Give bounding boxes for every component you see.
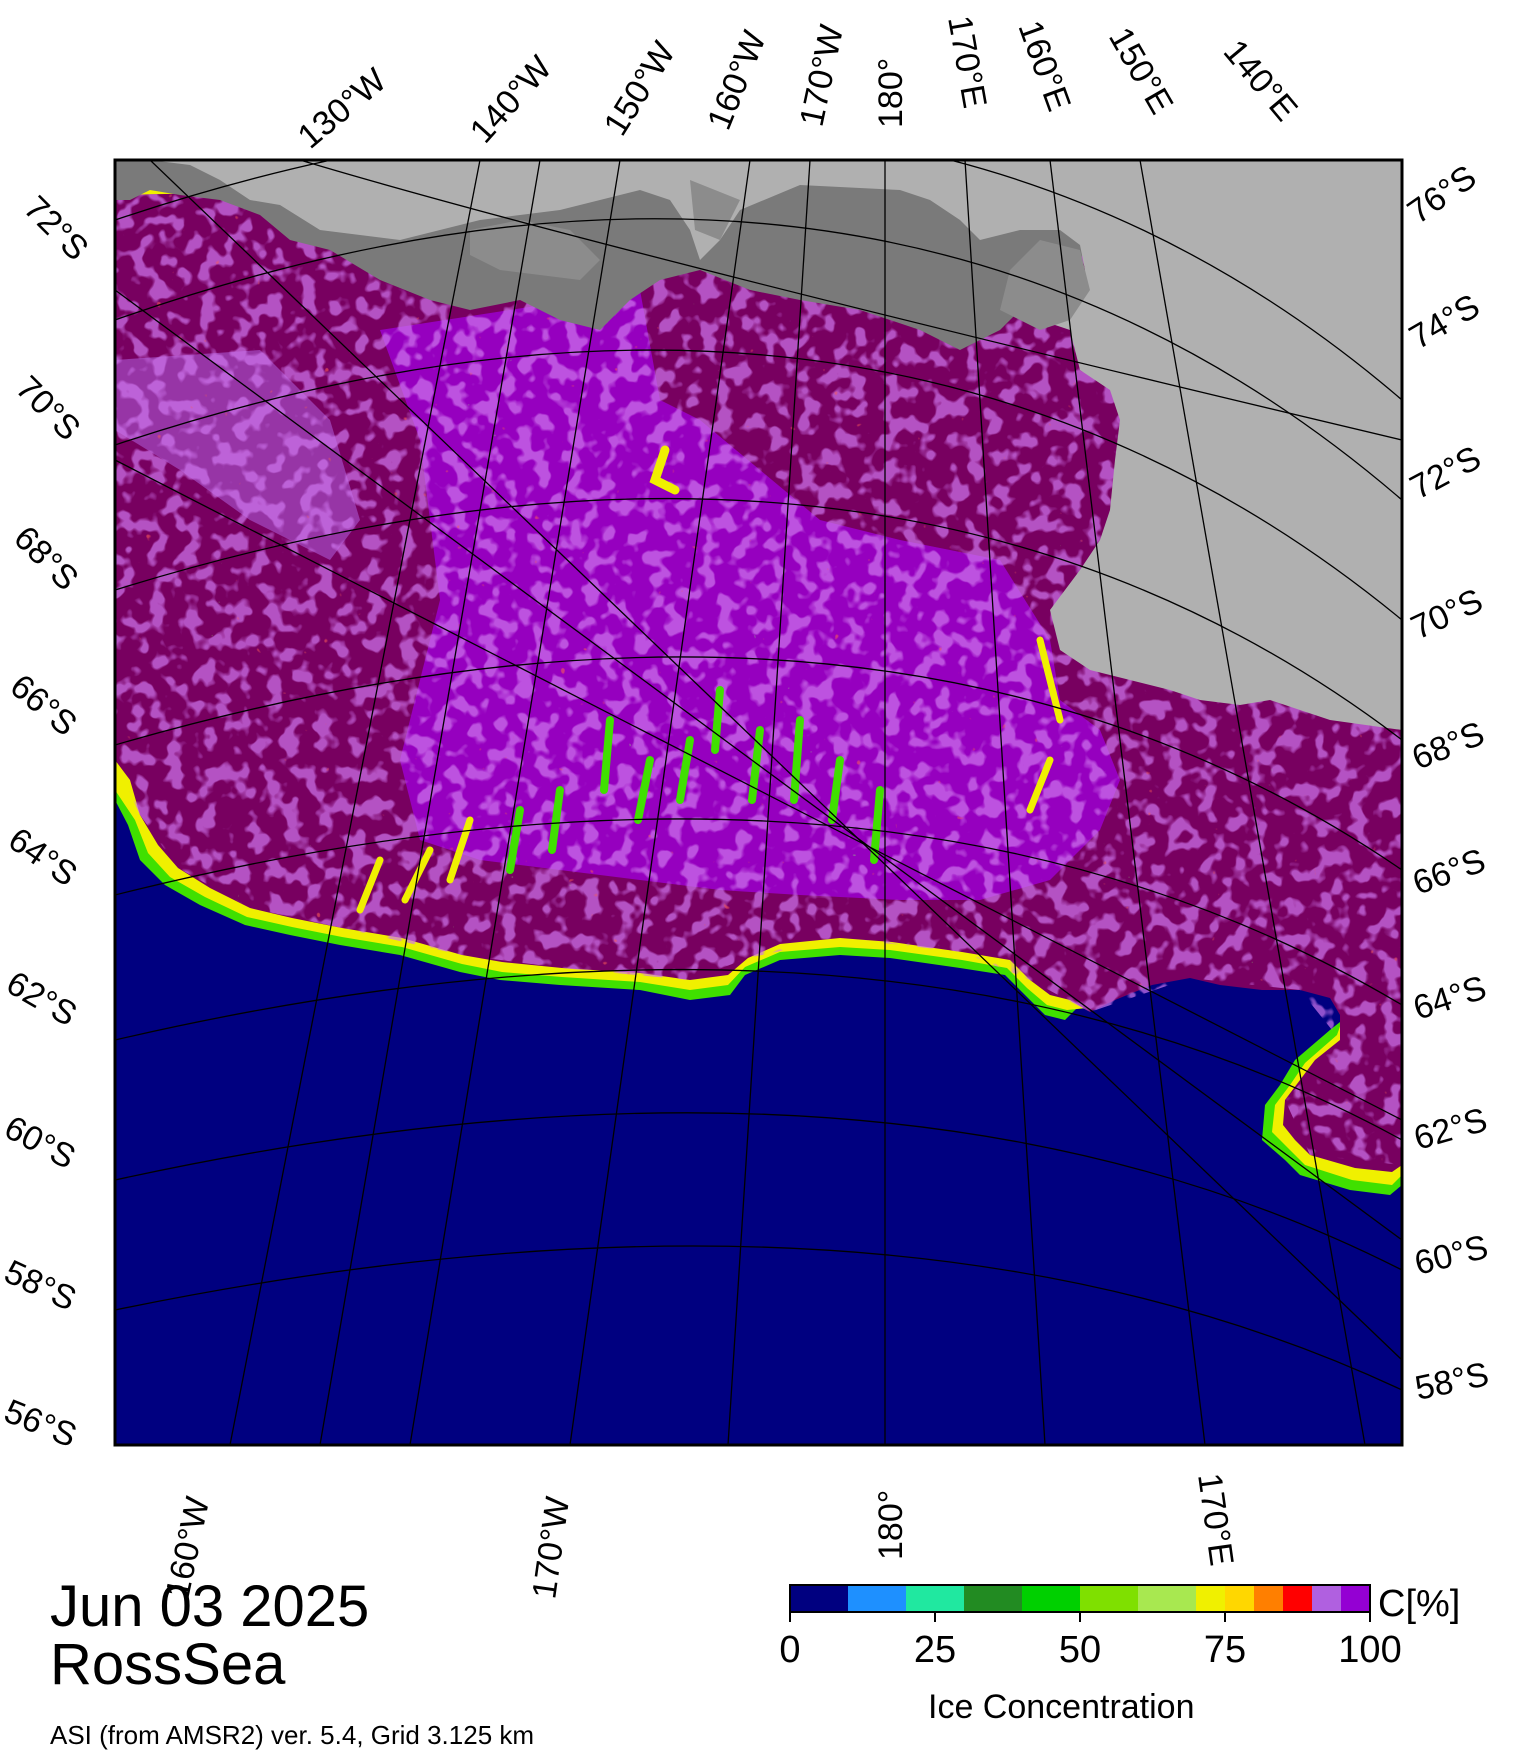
lat-label: 60°S [0,1109,82,1177]
legend-bin [1022,1585,1080,1612]
date-label: Jun 03 2025 [50,1574,370,1639]
lon-label: 170°W [793,22,851,130]
lon-label: 170°W [525,1494,577,1601]
legend-bin [1254,1585,1283,1612]
legend-bin [1341,1585,1370,1612]
lat-label: 64°S [1,820,83,894]
legend-bin [906,1585,964,1612]
lon-labels-top: 130°W 140°W 150°W 160°W 170°W 180° 170°E… [291,13,1305,156]
lon-label: 180° [872,1490,910,1560]
map-image [115,160,1402,1445]
lat-label: 66°S [1408,841,1491,902]
legend-bin [848,1585,906,1612]
lon-label: 140°E [1216,33,1305,129]
lat-label: 72°S [16,189,95,268]
lat-label: 64°S [1409,969,1491,1028]
land [150,160,1402,730]
lat-label: 56°S [0,1392,82,1455]
lat-label: 58°S [1412,1355,1492,1408]
legend-bin [964,1585,1022,1612]
lat-labels-right: 76°S 74°S 72°S 70°S 68°S 66°S 64°S 62°S … [1401,158,1492,1408]
lon-label: 150°E [1101,21,1180,121]
source-label: ASI (from AMSR2) ver. 5.4, Grid 3.125 km [50,1720,535,1750]
legend-tick-label: 0 [779,1629,800,1671]
lat-label: 70°S [1405,581,1488,647]
legend-bin [1080,1585,1138,1612]
lon-label: 170°E [940,13,994,111]
legend-tick-label: 25 [914,1629,956,1671]
lat-label: 62°S [0,964,83,1034]
lat-labels-left: 72°S 70°S 68°S 66°S 64°S 62°S 60°S 58°S … [0,189,96,1455]
region-label: RossSea [50,1632,286,1697]
lat-label: 60°S [1411,1228,1492,1283]
lon-label: 160°E [1010,16,1078,116]
legend-tick-label: 75 [1204,1629,1246,1671]
legend-tick-label: 50 [1059,1629,1101,1671]
lat-label: 74°S [1403,287,1486,357]
lat-label: 68°S [1407,714,1490,777]
legend-unit: C[%] [1378,1583,1460,1625]
lon-label: 160°W [700,26,774,135]
lon-label: 150°W [597,35,684,142]
lon-label: 180° [872,58,910,128]
legend-title: Ice Concentration [928,1688,1195,1726]
legend-tick-label: 100 [1338,1629,1401,1671]
lat-label: 66°S [3,667,84,744]
legend-bin [1196,1585,1225,1612]
land-dark-ridge [470,180,1090,330]
lat-label: 72°S [1404,439,1487,507]
lon-label: 130°W [291,61,394,156]
legend-bin [1138,1585,1196,1612]
lat-label: 68°S [6,519,85,598]
graticule [115,160,1402,1445]
lon-label: 140°W [463,49,560,151]
leads [356,445,1064,914]
lat-label: 58°S [0,1253,82,1319]
lon-label: 170°E [1190,1471,1241,1568]
lat-label: 76°S [1401,158,1483,232]
legend-bin [790,1585,848,1612]
lat-label: 70°S [8,369,87,448]
lat-label: 62°S [1410,1101,1492,1158]
legend-bin [1312,1585,1341,1612]
map-frame [113,158,1404,1447]
legend-bin [1283,1585,1312,1612]
legend-bin [1225,1585,1254,1612]
